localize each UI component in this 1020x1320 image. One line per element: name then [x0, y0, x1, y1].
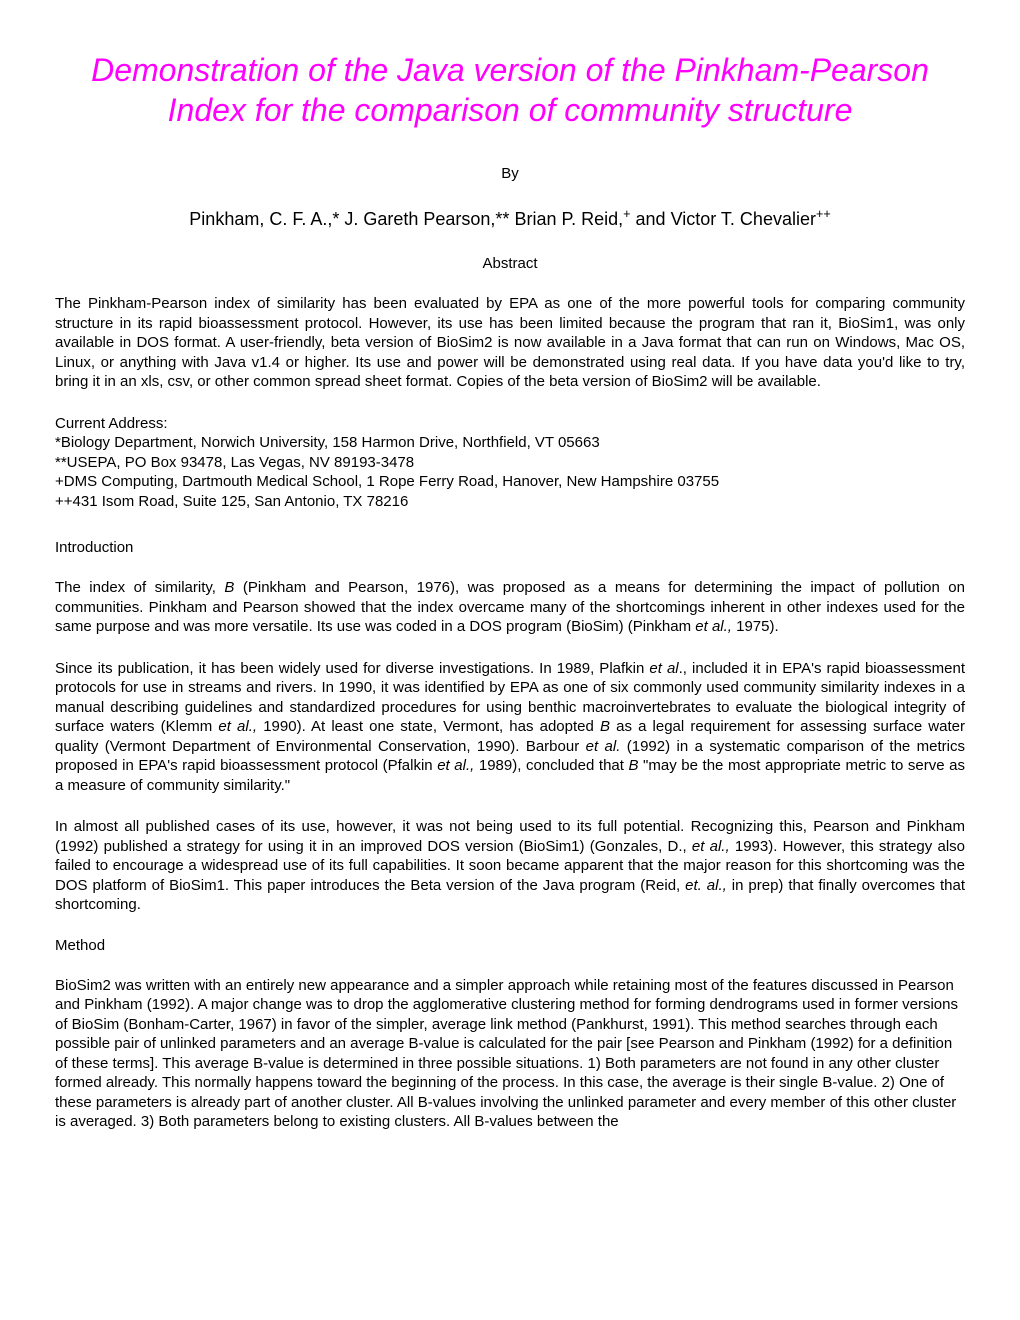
address-line: +DMS Computing, Dartmouth Medical School… [55, 472, 965, 492]
abstract-text: The Pinkham-Pearson index of similarity … [55, 294, 965, 392]
authors-line: Pinkham, C. F. A.,* J. Gareth Pearson,**… [55, 207, 965, 230]
address-heading: Current Address: [55, 414, 965, 434]
intro-paragraph-2: Since its publication, it has been widel… [55, 659, 965, 796]
by-label: By [55, 165, 965, 182]
paper-title: Demonstration of the Java version of the… [55, 50, 965, 130]
method-heading: Method [55, 937, 965, 954]
intro-paragraph-3: In almost all published cases of its use… [55, 817, 965, 915]
current-addresses: Current Address: *Biology Department, No… [55, 414, 965, 512]
intro-paragraph-1: The index of similarity, B (Pinkham and … [55, 578, 965, 637]
method-paragraph-1: BioSim2 was written with an entirely new… [55, 976, 965, 1132]
address-line: ++431 Isom Road, Suite 125, San Antonio,… [55, 492, 965, 512]
abstract-heading: Abstract [55, 255, 965, 272]
introduction-heading: Introduction [55, 539, 965, 556]
address-line: *Biology Department, Norwich University,… [55, 433, 965, 453]
address-line: **USEPA, PO Box 93478, Las Vegas, NV 891… [55, 453, 965, 473]
